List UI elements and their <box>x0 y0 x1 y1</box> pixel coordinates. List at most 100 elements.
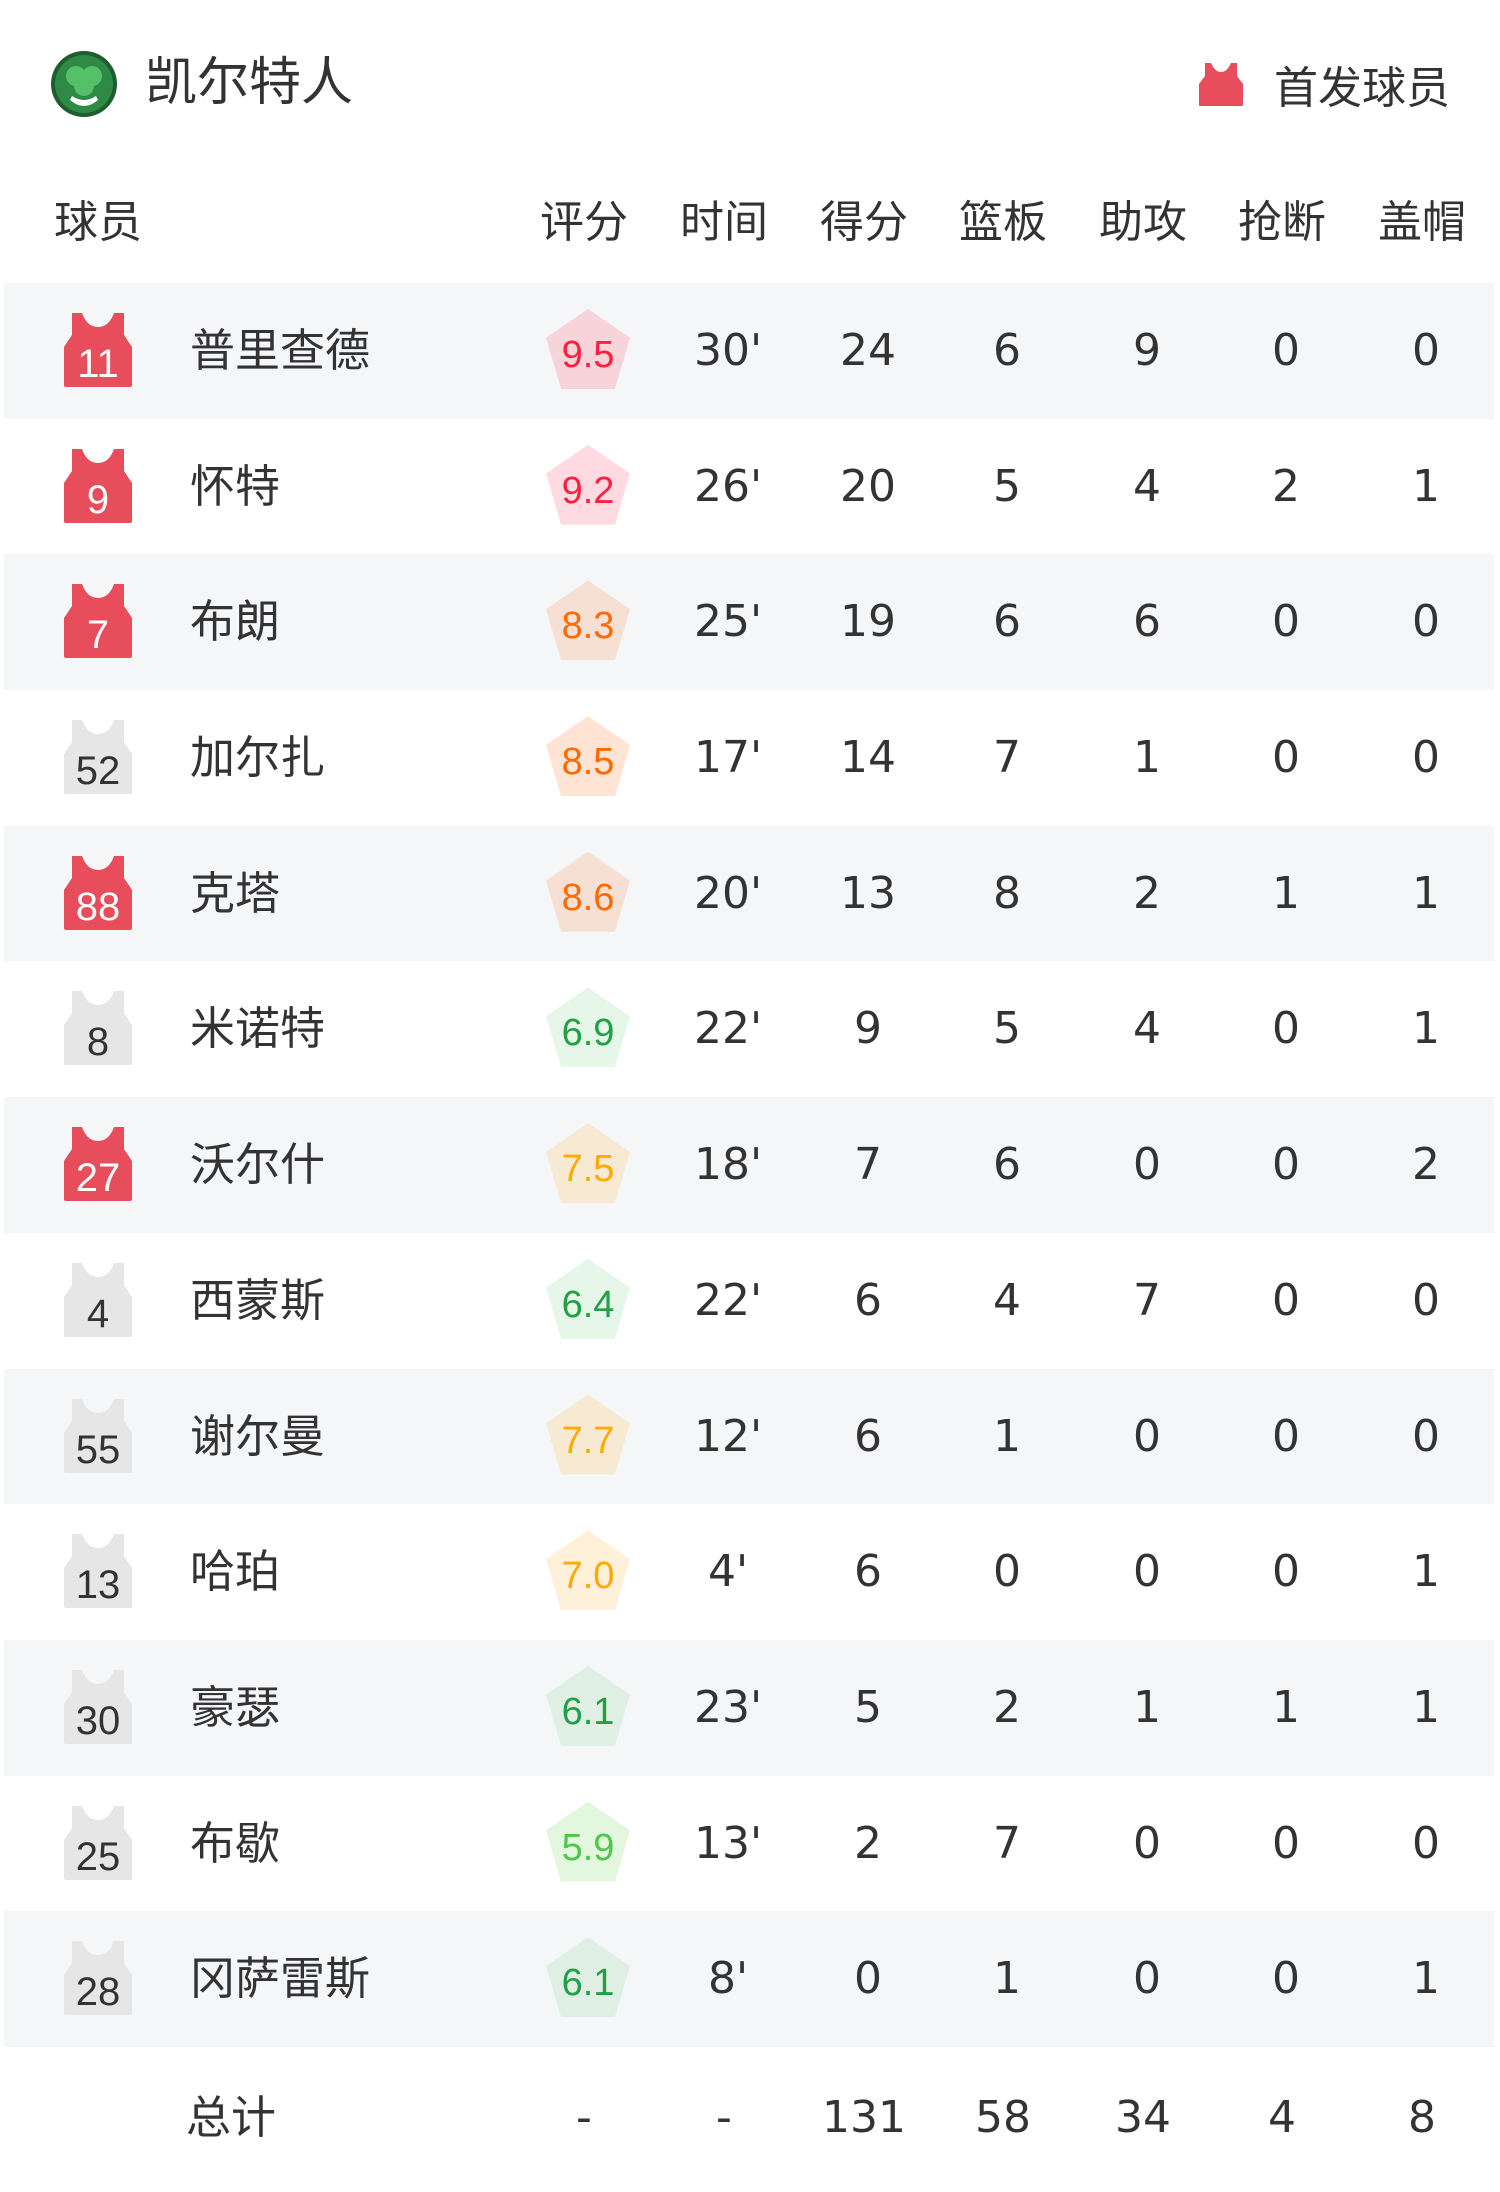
player-name[interactable]: 豪瑟 <box>190 1680 281 1734</box>
stat-steals: 0 <box>1272 1139 1300 1191</box>
jersey-number: 27 <box>75 1156 121 1201</box>
col-blocks[interactable]: 盖帽 <box>1378 197 1466 248</box>
totals-points: 131 <box>822 2092 906 2143</box>
stat-points: 7 <box>854 1139 882 1191</box>
stat-assists: 0 <box>1133 1817 1161 1869</box>
totals-minutes: - <box>716 2092 732 2143</box>
rating-badge: 7.5 <box>546 1123 630 1204</box>
stat-steals: 2 <box>1272 460 1300 512</box>
player-row[interactable]: 52 加尔扎 8.5 17' 14 7 1 0 0 <box>4 690 1494 826</box>
stat-points: 9 <box>854 1003 882 1055</box>
legend-label: 首发球员 <box>1274 63 1450 114</box>
col-steals[interactable]: 抢断 <box>1238 197 1326 248</box>
player-name[interactable]: 布歇 <box>190 1816 281 1870</box>
jersey-icon: 9 <box>62 447 134 525</box>
rating-value: 5.9 <box>561 1826 615 1869</box>
rating-value: 7.0 <box>561 1555 615 1598</box>
stat-rebounds: 4 <box>993 1274 1021 1326</box>
celtics-logo <box>51 51 117 117</box>
jersey-icon: 88 <box>62 854 134 932</box>
player-row[interactable]: 8 米诺特 6.9 22' 9 5 4 0 1 <box>4 961 1494 1097</box>
jersey-icon: 4 <box>62 1261 134 1339</box>
stat-assists: 1 <box>1133 732 1161 784</box>
player-name[interactable]: 西蒙斯 <box>190 1273 326 1327</box>
stat-assists: 7 <box>1133 1274 1161 1326</box>
stat-rebounds: 5 <box>993 1003 1021 1055</box>
rating-value: 9.5 <box>561 334 615 376</box>
stat-blocks: 1 <box>1412 867 1440 919</box>
player-row[interactable]: 30 豪瑟 6.1 23' 5 2 1 1 1 <box>4 1639 1494 1776</box>
player-row[interactable]: 27 沃尔什 7.5 18' 7 6 0 0 2 <box>4 1097 1494 1233</box>
player-name[interactable]: 冈萨雷斯 <box>190 1952 371 2006</box>
jersey-number: 52 <box>75 749 121 794</box>
col-player: 球员 <box>54 197 142 248</box>
col-minutes[interactable]: 时间 <box>680 197 768 248</box>
rating-value: 7.5 <box>561 1148 615 1191</box>
stat-blocks: 0 <box>1412 596 1440 648</box>
player-row[interactable]: 88 克塔 8.6 20' 13 8 2 1 1 <box>4 825 1494 962</box>
stat-assists: 2 <box>1133 867 1161 919</box>
player-row[interactable]: 13 哈珀 7.0 4' 6 0 0 0 1 <box>4 1504 1494 1640</box>
jersey-number: 11 <box>77 342 119 386</box>
player-name[interactable]: 沃尔什 <box>190 1138 326 1192</box>
stat-minutes: 20' <box>693 867 763 919</box>
stat-blocks: 1 <box>1412 460 1440 512</box>
rating-value: 6.9 <box>561 1012 615 1055</box>
rating-badge: 6.1 <box>546 1665 630 1746</box>
rating-badge: 8.3 <box>546 580 630 661</box>
player-name[interactable]: 怀特 <box>190 459 281 513</box>
jersey-number: 4 <box>86 1291 110 1336</box>
player-row[interactable]: 4 西蒙斯 6.4 22' 6 4 7 0 0 <box>4 1233 1494 1369</box>
col-assists[interactable]: 助攻 <box>1099 197 1187 248</box>
rating-badge: 9.2 <box>546 444 630 525</box>
stat-rebounds: 0 <box>993 1546 1021 1598</box>
stat-blocks: 1 <box>1412 1546 1440 1598</box>
col-rating[interactable]: 评分 <box>540 197 628 248</box>
player-name[interactable]: 加尔扎 <box>190 731 326 785</box>
rating-badge: 9.5 <box>546 309 630 389</box>
totals-blocks: 8 <box>1408 2092 1436 2143</box>
player-row[interactable]: 7 布朗 8.3 25' 19 6 6 0 0 <box>4 554 1494 691</box>
stat-rebounds: 7 <box>993 1817 1021 1869</box>
jersey-number: 55 <box>75 1427 121 1472</box>
stat-blocks: 0 <box>1412 325 1440 376</box>
player-row[interactable]: 11 普里查德 9.5 30' 24 6 9 0 0 <box>4 283 1494 419</box>
totals-assists: 34 <box>1115 2092 1171 2143</box>
stat-minutes: 22' <box>693 1274 763 1326</box>
player-name[interactable]: 哈珀 <box>190 1545 281 1599</box>
team-name: 凯尔特人 <box>145 53 354 113</box>
stat-rebounds: 1 <box>993 1410 1021 1462</box>
player-name[interactable]: 米诺特 <box>190 1002 326 1056</box>
player-name[interactable]: 布朗 <box>190 595 281 649</box>
stat-rebounds: 6 <box>993 596 1021 648</box>
jersey-icon: 52 <box>62 718 134 796</box>
jersey-icon: 25 <box>62 1804 134 1882</box>
stat-minutes: 4' <box>707 1546 749 1598</box>
player-name[interactable]: 克塔 <box>190 866 281 920</box>
player-row[interactable]: 9 怀特 9.2 26' 20 5 4 2 1 <box>4 419 1494 555</box>
stat-rebounds: 6 <box>993 1139 1021 1191</box>
rating-value: 8.5 <box>561 741 615 784</box>
jersey-icon: 11 <box>62 311 134 389</box>
col-points[interactable]: 得分 <box>820 197 908 248</box>
stat-assists: 4 <box>1133 1003 1161 1055</box>
player-row[interactable]: 55 谢尔曼 7.7 12' 6 1 0 0 0 <box>4 1368 1494 1505</box>
col-rebounds[interactable]: 篮板 <box>959 197 1047 248</box>
jersey-icon: 28 <box>62 1939 134 2017</box>
jersey-number: 28 <box>75 1970 121 2015</box>
stat-minutes: 8' <box>707 1953 749 2005</box>
player-name[interactable]: 普里查德 <box>190 324 371 377</box>
player-row[interactable]: 28 冈萨雷斯 6.1 8' 0 1 0 0 1 <box>4 1911 1494 2047</box>
stat-steals: 0 <box>1272 1953 1300 2005</box>
rating-value: 7.7 <box>561 1419 615 1462</box>
stat-minutes: 12' <box>693 1410 763 1462</box>
jersey-number: 30 <box>75 1698 121 1743</box>
jersey-icon: 7 <box>62 582 134 660</box>
rating-badge: 6.4 <box>546 1258 630 1339</box>
player-name[interactable]: 谢尔曼 <box>190 1409 326 1463</box>
player-row[interactable]: 25 布歇 5.9 13' 2 7 0 0 0 <box>4 1776 1494 1912</box>
stat-rebounds: 7 <box>993 732 1021 784</box>
table-header: 球员 评分 时间 得分 篮板 助攻 抢断 盖帽 <box>0 190 1500 256</box>
rating-value: 6.1 <box>561 1690 615 1733</box>
rating-value: 9.2 <box>561 469 615 512</box>
